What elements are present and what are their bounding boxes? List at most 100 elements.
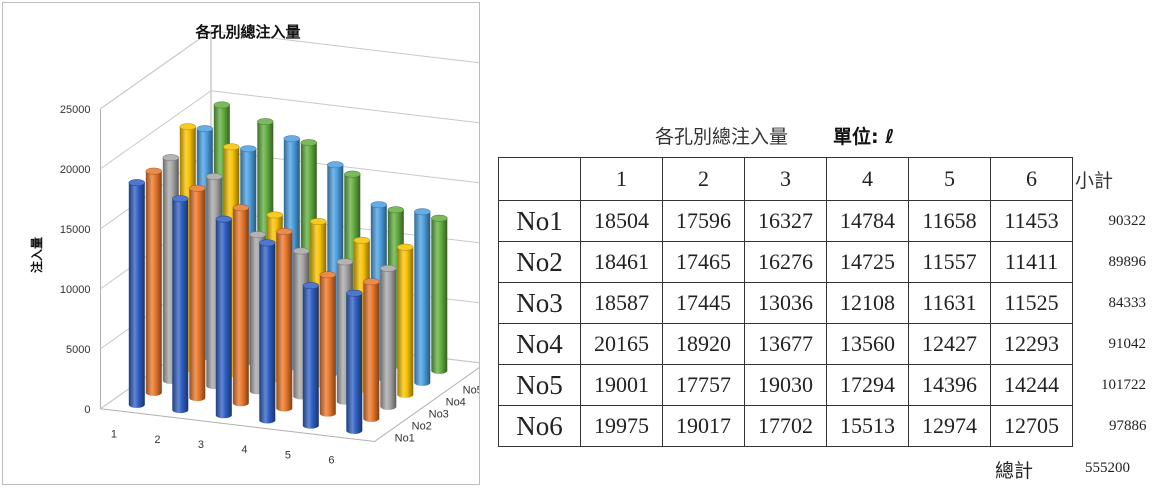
table-cell: 15513 — [826, 405, 909, 447]
bar-No2-4 — [276, 228, 293, 412]
y-tick-label: 10000 — [60, 284, 91, 296]
y-tick-label: 15000 — [60, 224, 91, 236]
column-header: 5 — [908, 157, 991, 201]
chart-3d-bar: 0 5000 10000 15000 20000 25000 1 2 3 4 5 6 No1No2No3… — [29, 23, 479, 467]
y-tick-label: 25000 — [60, 104, 91, 116]
series-label: No5 — [463, 384, 479, 396]
table-cell: 17702 — [744, 405, 827, 447]
table-cell: 12108 — [826, 282, 909, 324]
table-cell: 17596 — [662, 200, 745, 242]
table-cell: 11557 — [908, 241, 991, 283]
corner-cell — [498, 157, 581, 201]
table-body: No1 18504 17596 16327 14784 11658 11453 90322 No… — [498, 200, 1151, 447]
table-cell: 12293 — [990, 323, 1073, 365]
table-title: 各孔別總注入量 — [655, 126, 789, 148]
subtotal-cell: 90322 — [1108, 212, 1147, 229]
table-cell: 19030 — [744, 364, 827, 406]
total-label: 總計 — [995, 460, 1034, 482]
bar-No3-6 — [380, 264, 397, 410]
table-cell: 11658 — [908, 200, 991, 242]
data-table: 1 2 3 4 5 6 小計 No1 18504 17596 16327 14784 11… — [498, 157, 1151, 447]
row-header: No5 — [498, 364, 581, 406]
table-cell: 12974 — [908, 405, 991, 447]
series-label: No2 — [412, 420, 432, 432]
gridline — [210, 150, 479, 184]
table-cell: 13036 — [744, 282, 827, 324]
x-tick-label: 5 — [285, 449, 291, 461]
table-cell: 18461 — [580, 241, 663, 283]
table-cell: 17445 — [662, 282, 745, 324]
bar-No4-6 — [397, 243, 414, 398]
table-cell: 19975 — [580, 405, 663, 447]
bar-No5-6 — [414, 208, 431, 386]
row-header: No6 — [498, 405, 581, 447]
total-value: 555200 — [1085, 460, 1130, 476]
table-cell: 14725 — [826, 241, 909, 283]
series-label: No4 — [446, 396, 466, 408]
row-header: No3 — [498, 282, 581, 324]
unit-label: 單位: ℓ — [833, 126, 895, 148]
bar-No1-4 — [259, 239, 276, 424]
chart-panel: 0 5000 10000 15000 20000 25000 1 2 3 4 5 6 No1 No2 No3… — [2, 2, 480, 485]
table-cell: 19017 — [662, 405, 745, 447]
table-row: No5 19001 17757 19030 17294 14396 14244 101722 — [498, 364, 1151, 406]
table-row: No2 18461 17465 16276 14725 11557 11411 89896 — [498, 241, 1151, 283]
bar-No1-1 — [128, 179, 146, 408]
bar-No1-6 — [346, 289, 363, 434]
subtotal-cell: 84333 — [1108, 294, 1147, 311]
bar-No2-1 — [145, 167, 163, 396]
table-cell: 11453 — [990, 200, 1073, 242]
table-cell: 11631 — [908, 282, 991, 324]
bar-No6-6 — [431, 214, 448, 374]
subtotal-cell: 89896 — [1108, 253, 1147, 270]
bar-No1-3 — [215, 215, 233, 419]
table-cell: 12705 — [990, 405, 1073, 447]
bar-No2-2 — [189, 184, 206, 402]
subtotal-cell: 101722 — [1101, 376, 1146, 393]
table-row: No4 20165 18920 13677 13560 12427 12293 91042 — [498, 323, 1151, 365]
x-tick-label: 3 — [198, 439, 204, 451]
table-cell: 13560 — [826, 323, 909, 365]
bar-No2-5 — [319, 271, 337, 417]
y-tick-label: 0 — [84, 404, 90, 416]
x-tick-label: 4 — [241, 444, 247, 456]
table-row: No6 19975 19017 17702 15513 12974 12705 97886 — [498, 405, 1151, 447]
column-header: 4 — [826, 157, 909, 201]
table-cell: 17294 — [826, 364, 909, 406]
row-header: No1 — [498, 200, 581, 242]
table-row: No1 18504 17596 16327 14784 11658 11453 90322 — [498, 200, 1151, 242]
table-row: No3 18587 17445 13036 12108 11631 11525 84333 — [498, 282, 1151, 324]
y-tick-label: 20000 — [60, 164, 91, 176]
table-cell: 11411 — [990, 241, 1073, 283]
row-header: No2 — [498, 241, 581, 283]
gridline — [100, 30, 212, 110]
table-cell: 18504 — [580, 200, 663, 242]
bar-No2-6 — [363, 278, 380, 422]
table-cell: 16276 — [744, 241, 827, 283]
table-cell: 14396 — [908, 364, 991, 406]
column-header: 6 — [990, 157, 1073, 201]
x-tick-label: 1 — [111, 429, 117, 441]
gridline — [100, 90, 212, 170]
x-tick-label: 6 — [328, 455, 334, 467]
table-cell: 19001 — [580, 364, 663, 406]
table-cell: 18587 — [580, 282, 663, 324]
subtotal-cell: 91042 — [1108, 335, 1147, 352]
column-header: 3 — [744, 157, 827, 201]
y-tick-label: 5000 — [66, 344, 90, 356]
table-cell: 17757 — [662, 364, 745, 406]
series-label: No3 — [429, 408, 449, 420]
table-cell: 12427 — [908, 323, 991, 365]
column-header: 1 — [580, 157, 663, 201]
table-cell: 14784 — [826, 200, 909, 242]
table-cell: 18920 — [662, 323, 745, 365]
bar-No2-3 — [232, 204, 250, 407]
subtotal-header: 小計 — [1075, 169, 1114, 192]
x-tick-label: 2 — [154, 434, 160, 446]
row-header: No4 — [498, 323, 581, 365]
table-cell: 13677 — [744, 323, 827, 365]
series-label: No1 — [395, 432, 415, 444]
column-header: 2 — [662, 157, 745, 201]
y-axis-label: 注入量 — [29, 237, 44, 273]
table-cell: 14244 — [990, 364, 1073, 406]
